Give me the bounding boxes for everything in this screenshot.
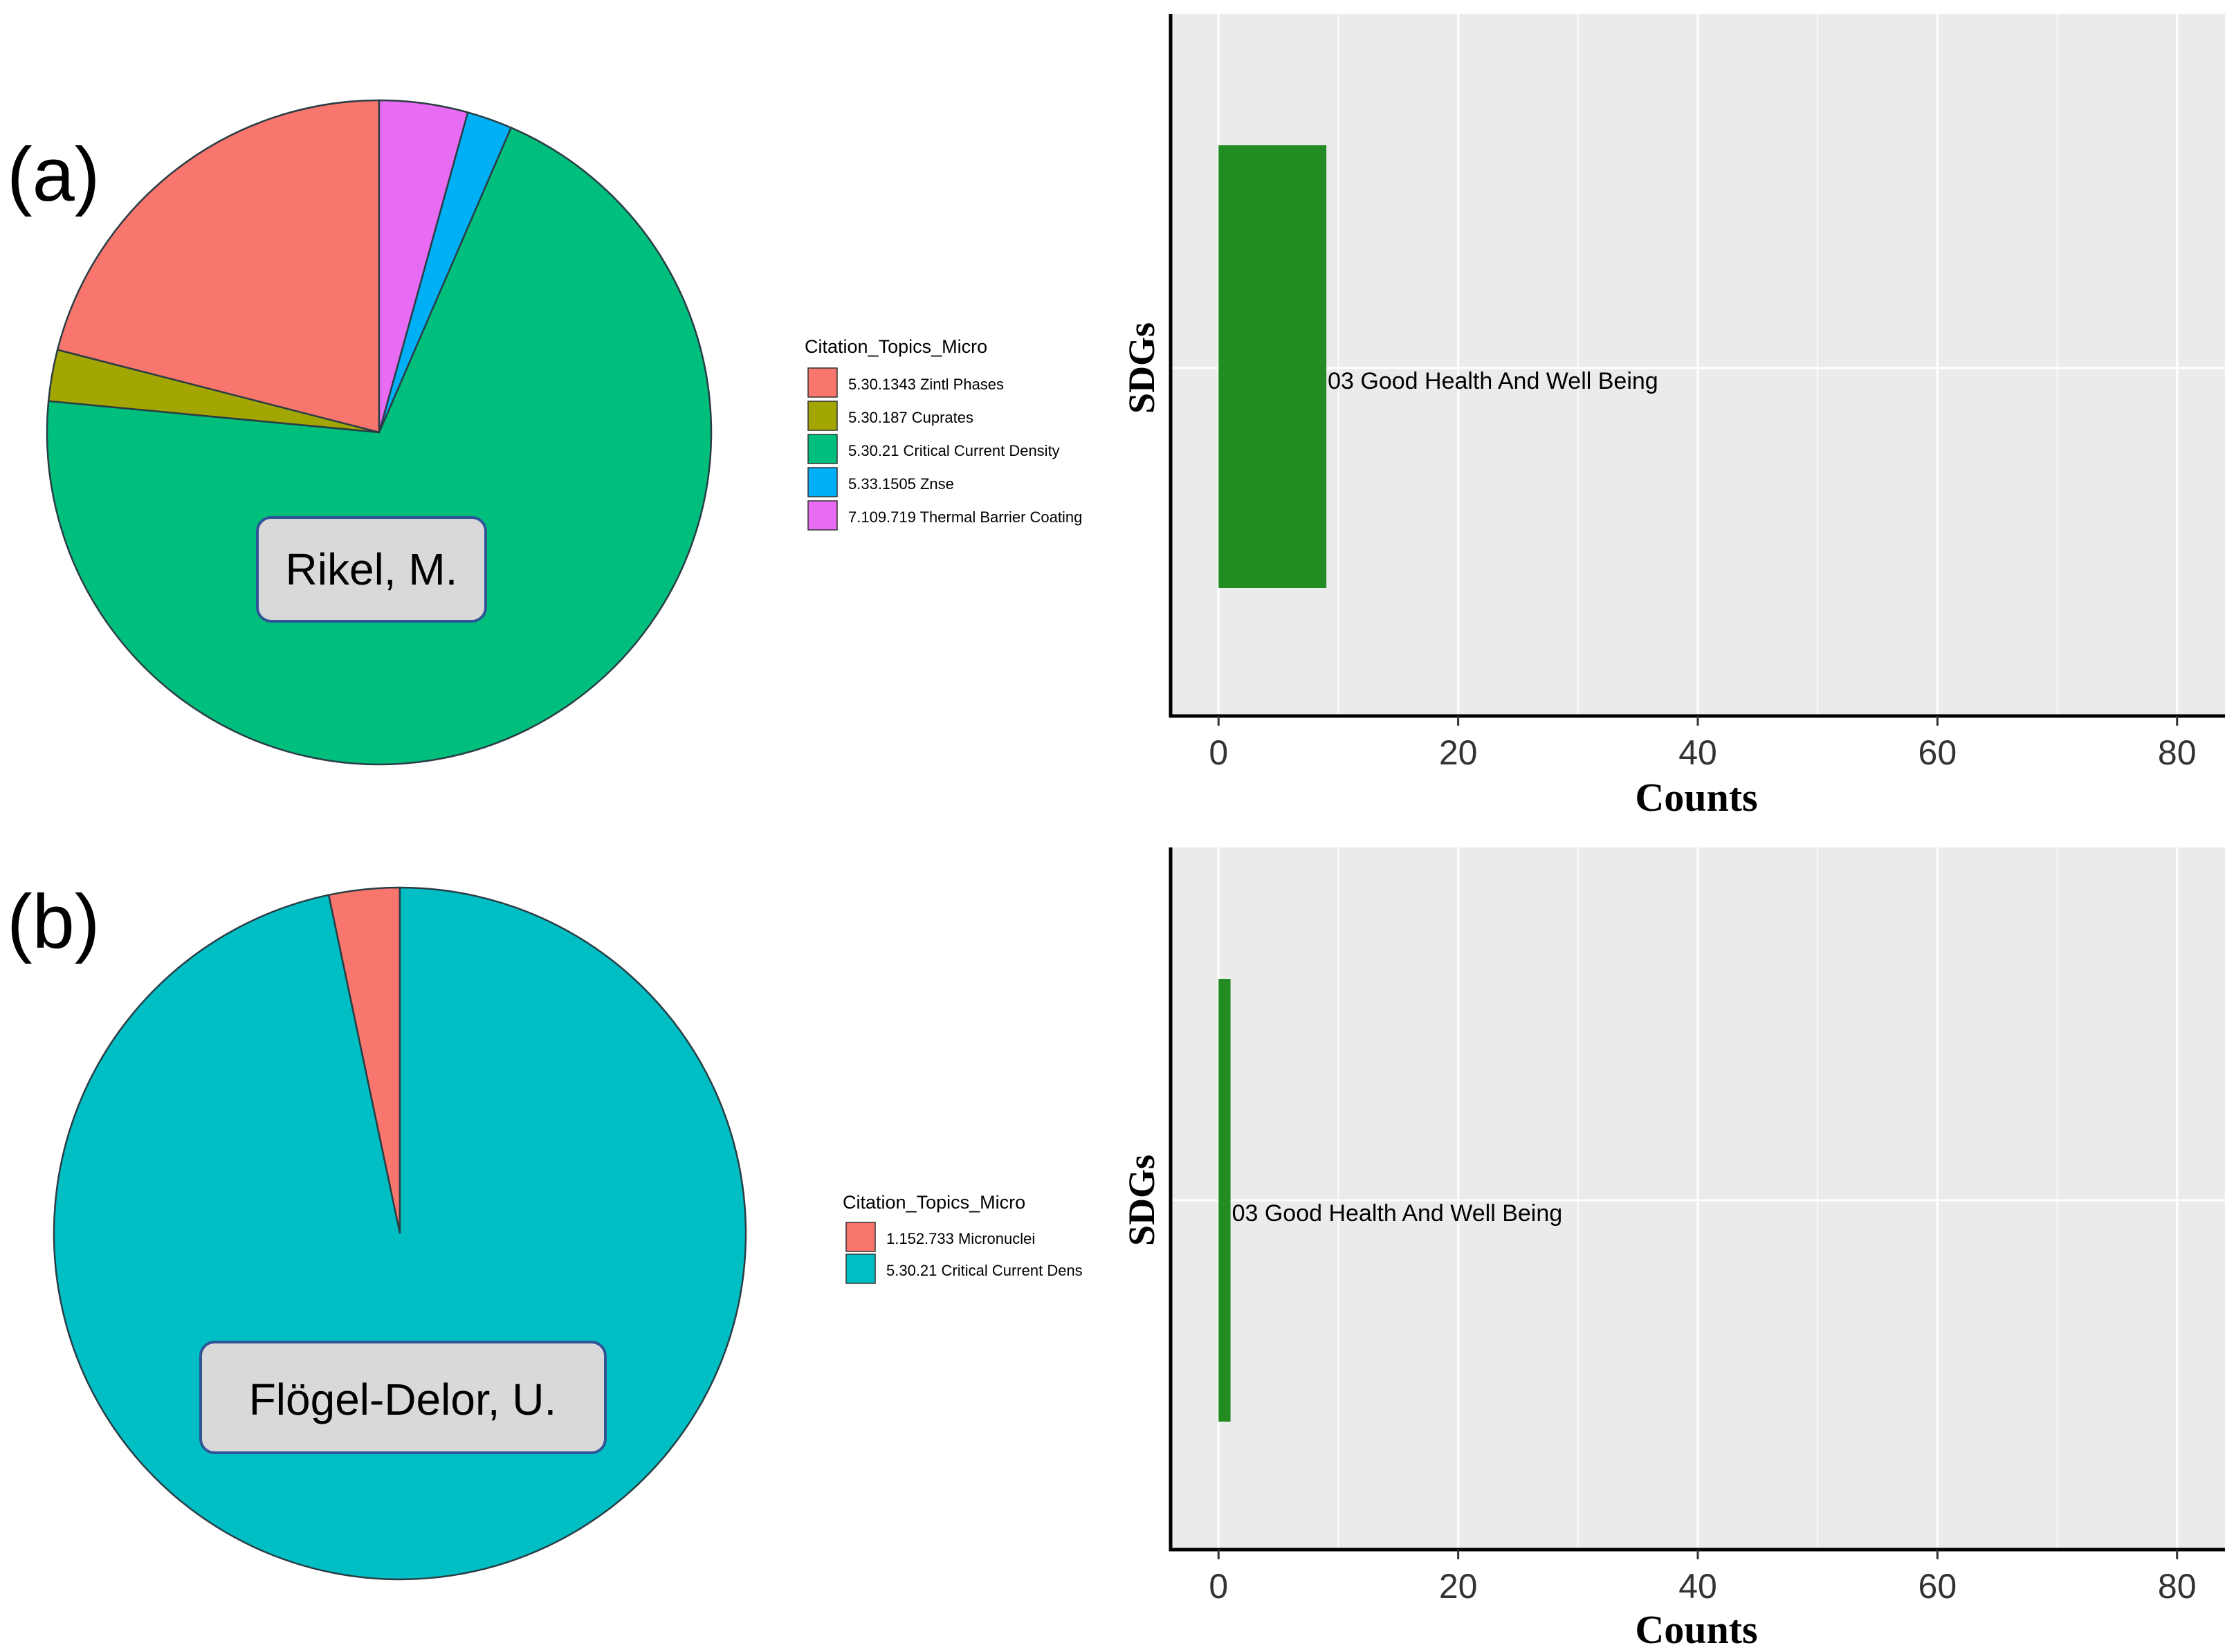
- x-ticks-a: 0 20 40 60 80: [1209, 716, 2197, 772]
- legend-b: Citation_Topics_Micro 1.152.733 Micronuc…: [843, 1192, 1083, 1284]
- bar-label-b-0: 03 Good Health And Well Being: [1232, 1200, 1563, 1227]
- legend-title-a: Citation_Topics_Micro: [805, 336, 987, 357]
- legend-key-b-1: [845, 1254, 876, 1284]
- legend-label-a-1: 5.30.187 Cuprates: [848, 409, 973, 426]
- legend-label-b-1: 5.30.21 Critical Current Dens: [886, 1262, 1083, 1279]
- bar-label-a-0: 03 Good Health And Well Being: [1328, 368, 1658, 394]
- legend-key-a-2: [807, 434, 838, 464]
- bar-b-tick-label-3: 60: [1919, 1567, 1957, 1606]
- legend-key-b-0: [845, 1222, 876, 1252]
- bar-a-0: [1218, 145, 1327, 588]
- legend-label-a-3: 5.33.1505 Znse: [848, 475, 954, 493]
- y-axis-title-a: SDGs: [1121, 322, 1162, 414]
- legend-label-a-0: 5.30.1343 Zintl Phases: [848, 376, 1004, 393]
- legend-label-a-4: 7.109.719 Thermal Barrier Coating: [848, 508, 1082, 526]
- author-box-b: Flögel-Delor, U.: [199, 1341, 607, 1454]
- bar-a-tick-label-3: 60: [1919, 733, 1957, 772]
- bar-chart-b: 03 Good Health And Well Being 0 20 40 60 80 …: [1121, 847, 2225, 1652]
- legend-label-b-0: 1.152.733 Micronuclei: [886, 1230, 1035, 1247]
- x-axis-title-a: Counts: [1635, 775, 1757, 820]
- pie-b-slice-1: [53, 886, 747, 1581]
- legend-key-a-4: [807, 500, 838, 531]
- panel-label-b: (b): [7, 879, 100, 964]
- pie-chart-b: [53, 886, 747, 1581]
- x-ticks-b: 0 20 40 60 80: [1209, 1550, 2197, 1606]
- bar-b-tick-label-1: 20: [1439, 1567, 1478, 1606]
- panel-label-a: (a): [7, 132, 100, 217]
- bar-b-tick-label-4: 80: [2158, 1567, 2197, 1606]
- bar-a-tick-label-0: 0: [1209, 733, 1228, 772]
- bar-b-0: [1218, 979, 1231, 1422]
- author-box-a: Rikel, M.: [256, 516, 487, 623]
- pie-a-slice-0: [56, 99, 381, 434]
- bar-b-tick-label-2: 40: [1678, 1567, 1717, 1606]
- bar-a-tick-label-1: 20: [1439, 733, 1478, 772]
- legend-key-a-3: [807, 467, 838, 497]
- author-label-a: Rikel, M.: [286, 544, 458, 594]
- author-label-b: Flögel-Delor, U.: [249, 1375, 557, 1424]
- legend-label-a-2: 5.30.21 Critical Current Density: [848, 442, 1060, 459]
- pie-chart-a: [46, 99, 713, 766]
- grid-b: [1217, 847, 2179, 1550]
- pie-a-slice-2: [46, 126, 713, 766]
- bar-a-tick-label-4: 80: [2158, 733, 2197, 772]
- x-axis-title-b: Counts: [1635, 1607, 1757, 1649]
- legend-key-a-1: [807, 401, 838, 431]
- bar-b-tick-label-0: 0: [1209, 1567, 1228, 1606]
- bar-a-tick-label-2: 40: [1678, 733, 1717, 772]
- legend-title-b: Citation_Topics_Micro: [843, 1192, 1025, 1213]
- bar-chart-a: 03 Good Health And Well Being 0 20 40 60 80 …: [1121, 14, 2225, 820]
- legend-key-a-0: [807, 367, 838, 398]
- legend-a: Citation_Topics_Micro 5.30.1343 Zintl Ph…: [805, 336, 1152, 540]
- pie-a-slice-4: [378, 99, 469, 433]
- y-axis-title-b: SDGs: [1121, 1155, 1162, 1246]
